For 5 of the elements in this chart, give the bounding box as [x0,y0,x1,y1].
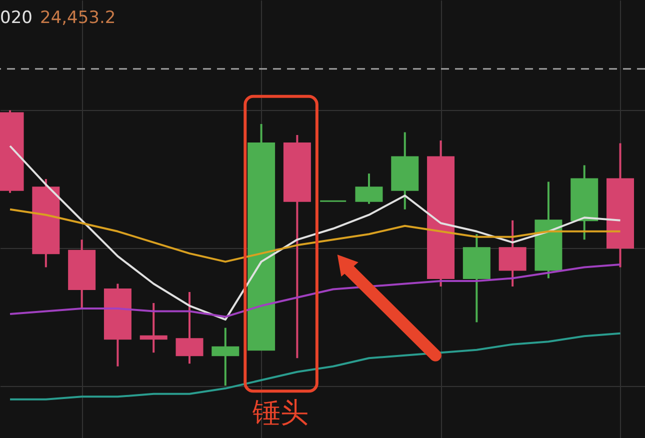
text: 24,453.2 [40,8,116,28]
text: 锤头 [251,396,308,429]
text: 020 [0,8,32,28]
candlestick [140,302,168,354]
candlestick [212,326,240,387]
